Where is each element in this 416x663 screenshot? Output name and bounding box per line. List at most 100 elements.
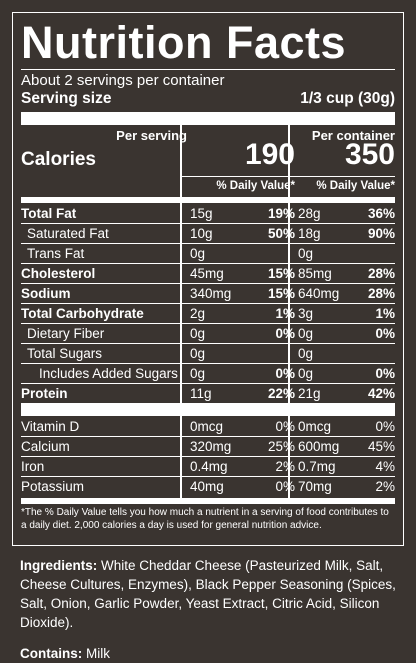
dv-per-serving: 25% [267, 439, 295, 454]
column-divider [288, 125, 290, 498]
column-divider [180, 125, 182, 498]
per-serving-heading: Per serving [116, 128, 187, 143]
thick-divider [21, 403, 395, 416]
nutrient-name: Total Sugars [27, 346, 103, 361]
dv-per-container: 0% [375, 326, 395, 341]
amount-per-serving: 340mg [190, 286, 232, 301]
dv-per-serving: 50% [267, 226, 295, 241]
amount-per-serving: 10g [190, 226, 213, 241]
dv-per-serving: 0% [275, 326, 295, 341]
amount-per-serving: 0g [190, 346, 206, 361]
nutrition-title: Nutrition Facts [21, 17, 347, 68]
amount-per-container: 600mg [298, 439, 340, 454]
divider [181, 176, 395, 177]
amount-per-serving: 0g [190, 366, 206, 381]
nutrient-name: Trans Fat [27, 246, 85, 261]
amount-per-container: 21g [298, 386, 321, 401]
ingredients: Ingredients: White Cheddar Cheese (Paste… [20, 556, 400, 663]
dv-per-serving: 0% [275, 419, 295, 434]
dv-heading: % Daily Value* [316, 180, 395, 192]
divider [21, 476, 395, 477]
calories-per-serving: 190 [244, 138, 295, 171]
divider [21, 243, 395, 244]
nutrient-name: Saturated Fat [27, 226, 109, 241]
thick-divider [21, 112, 395, 125]
dv-per-serving: 19% [267, 206, 295, 221]
amount-per-container: 0g [298, 246, 314, 261]
dv-per-serving: 22% [267, 386, 295, 401]
amount-per-container: 0g [298, 366, 314, 381]
amount-per-serving: 320mg [190, 439, 232, 454]
dv-per-container: 0% [375, 366, 395, 381]
dv-per-serving: 1% [275, 306, 295, 321]
amount-per-container: 3g [298, 306, 314, 321]
dv-per-container: 1% [375, 306, 395, 321]
amount-per-serving: 15g [190, 206, 213, 221]
dv-per-container: 45% [367, 439, 395, 454]
amount-per-serving: 2g [190, 306, 206, 321]
vitamin-name: Calcium [21, 439, 70, 454]
amount-per-serving: 0g [190, 326, 206, 341]
divider [21, 436, 395, 437]
dv-per-container: 28% [367, 266, 395, 281]
serving-size-value: 1/3 cup (30g) [300, 90, 395, 107]
divider [21, 223, 395, 224]
thick-divider [21, 498, 395, 504]
nutrient-name: Total Fat [21, 206, 77, 221]
amount-per-container: 28g [298, 206, 321, 221]
thick-divider [21, 197, 395, 203]
dv-per-container: 0% [375, 419, 395, 434]
amount-per-container: 640mg [298, 286, 340, 301]
amount-per-container: 0g [298, 326, 314, 341]
divider [21, 456, 395, 457]
amount-per-serving: 40mg [190, 479, 224, 494]
dv-per-container: 42% [367, 386, 395, 401]
amount-per-serving: 11g [190, 386, 212, 401]
nutrient-name: Sodium [21, 286, 71, 301]
amount-per-container: 18g [298, 226, 321, 241]
dv-heading: % Daily Value* [216, 180, 295, 192]
divider [21, 323, 395, 324]
calories-label: Calories [21, 149, 96, 170]
amount-per-serving: 0g [190, 246, 206, 261]
contains-text: Milk [82, 646, 110, 661]
serving-size-label: Serving size [21, 90, 112, 107]
divider [21, 263, 395, 264]
divider [21, 303, 395, 304]
divider [21, 383, 395, 384]
nutrition-label: Nutrition Facts About 2 servings per con… [12, 12, 404, 546]
dv-per-container: 2% [375, 479, 395, 494]
amount-per-serving: 0.4mg [190, 459, 228, 474]
divider [21, 283, 395, 284]
allergen-statement: Contains: Milk [20, 644, 400, 663]
amount-per-serving: 0mcg [190, 419, 224, 434]
dv-per-serving: 2% [275, 459, 295, 474]
footnote: *The % Daily Value tells you how much a … [21, 507, 389, 531]
dv-per-container: 28% [367, 286, 395, 301]
calories-per-container: 350 [344, 138, 395, 171]
amount-per-container: 0.7mg [298, 459, 336, 474]
vitamin-name: Potassium [21, 479, 85, 494]
servings-per-container: About 2 servings per container [21, 72, 225, 89]
nutrient-name: Dietary Fiber [27, 326, 105, 341]
nutrient-name: Cholesterol [21, 266, 96, 281]
divider [21, 363, 395, 364]
amount-per-container: 85mg [298, 266, 332, 281]
divider [21, 343, 395, 344]
ingredients-label: Ingredients: [20, 558, 98, 573]
vitamin-name: Vitamin D [21, 419, 80, 434]
amount-per-container: 0mcg [298, 419, 332, 434]
dv-per-serving: 15% [267, 286, 295, 301]
dv-per-container: 90% [367, 226, 395, 241]
amount-per-container: 0g [298, 346, 314, 361]
nutrient-name: Includes Added Sugars [39, 366, 178, 381]
divider [21, 69, 395, 70]
per-container-heading: Per container [311, 128, 395, 143]
dv-per-container: 4% [375, 459, 395, 474]
dv-per-container: 36% [367, 206, 395, 221]
dv-per-serving: 0% [275, 479, 295, 494]
nutrient-name: Total Carbohydrate [21, 306, 144, 321]
amount-per-serving: 45mg [190, 266, 224, 281]
nutrient-name: Protein [21, 386, 68, 401]
dv-per-serving: 15% [267, 266, 295, 281]
